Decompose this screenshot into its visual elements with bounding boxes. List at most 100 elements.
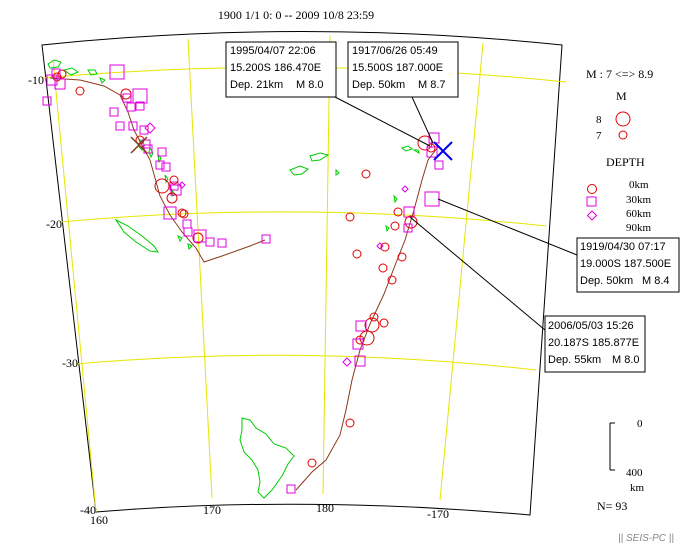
tonga-kermadec-trench <box>295 146 439 491</box>
earthquake-marker <box>166 192 178 204</box>
meridian-180 <box>322 35 331 495</box>
event-count: N= 93 <box>597 499 627 513</box>
earthquake-marker <box>307 458 317 468</box>
callout-magnitude: M 8.7 <box>418 79 446 91</box>
callout-date: 1995/04/07 22:06 <box>230 45 316 57</box>
new-caledonia <box>114 218 193 253</box>
earthquake-marker <box>378 263 388 273</box>
lat-label: -20 <box>46 217 62 231</box>
earthquake-marker <box>355 320 367 332</box>
earthquake-marker <box>426 146 438 158</box>
earthquake-marker <box>182 219 192 229</box>
earthquake-marker <box>177 208 187 218</box>
solomon-islands <box>47 59 106 84</box>
earthquake-marker <box>364 317 380 333</box>
depth-scale-bar <box>609 422 615 471</box>
earthquake-marker <box>376 242 384 250</box>
callout-leader <box>409 216 546 331</box>
earthquake-marker <box>352 338 364 350</box>
credit-label: || SEIS-PC || <box>618 533 674 544</box>
earthquake-marker <box>178 181 186 189</box>
earthquake-marker <box>193 229 207 243</box>
callout-coords: 19.000S 187.500E <box>580 258 671 270</box>
new-zealand <box>239 417 295 499</box>
earthquake-marker <box>403 206 415 218</box>
earthquake-marker <box>155 160 165 170</box>
callout-depth: Dep. 50km <box>580 275 633 287</box>
depth-symbol-diamond <box>586 210 598 221</box>
depth-scale-bottom: 400 <box>626 467 643 479</box>
callout-box <box>347 41 459 98</box>
callout-1995: 1995/04/07 22:06 15.200S 186.470E Dep. 2… <box>225 41 337 98</box>
magnitude-label-8: 8 <box>596 114 602 126</box>
lon-label: -170 <box>427 507 449 521</box>
earthquake-marker <box>132 88 148 104</box>
earthquake-marker <box>352 249 362 259</box>
earthquake-marker <box>359 330 375 346</box>
vanuatu <box>138 138 176 197</box>
callout-coords: 15.500S 187.000E <box>352 62 443 74</box>
earthquake-marker <box>126 102 136 112</box>
callout-date: 1917/06/26 05:49 <box>352 45 438 57</box>
trenches <box>49 77 439 491</box>
earthquake-marker <box>380 242 390 252</box>
magnitude-label-7: 7 <box>596 130 602 142</box>
earthquake-marker <box>361 169 371 179</box>
depth-label: 0km <box>629 179 649 191</box>
callout-coords: 15.200S 186.470E <box>230 62 321 74</box>
lon-label: 160 <box>90 513 108 527</box>
earthquake-marker <box>42 96 52 106</box>
lon-label: 170 <box>203 503 221 517</box>
callout-depth: Dep. 21km <box>230 79 283 91</box>
callout-date: 2006/05/03 15:26 <box>548 320 634 332</box>
earthquake-marker <box>286 484 296 494</box>
earthquake-marker <box>379 318 389 328</box>
earthquake-marker <box>122 93 132 103</box>
lon-labels: 160 170 180 -170 <box>90 501 449 527</box>
earthquake-marker <box>397 252 407 262</box>
depth-label: 30km <box>626 194 652 206</box>
callout-depth: Dep. 50km <box>352 79 405 91</box>
depth-symbol-square <box>586 196 597 207</box>
meridian-160 <box>52 59 97 513</box>
callout-magnitude: M 8.0 <box>296 79 324 91</box>
callout-depth: Dep. 55km <box>548 354 601 366</box>
earthquake-marker <box>109 64 125 80</box>
earthquake-marker <box>57 69 67 79</box>
earthquake-marker <box>169 175 179 185</box>
magnitude-heading: M <box>616 89 627 103</box>
earthquake-marker <box>345 418 355 428</box>
graticule <box>41 35 567 513</box>
earthquake-marker <box>401 185 409 193</box>
callout-date: 1919/04/30 07:17 <box>580 241 666 253</box>
earthquake-marker <box>183 227 193 237</box>
depth-label: 60km <box>626 208 652 220</box>
callout-leader <box>334 96 431 147</box>
lat-labels: -10 -20 -30 -40 <box>28 73 96 517</box>
depth-label: 90km <box>626 222 652 234</box>
tonga <box>385 194 398 233</box>
earthquake-marker <box>139 125 149 135</box>
callout-2006: 2006/05/03 15:26 20.187S 185.877E Dep. 5… <box>544 315 646 373</box>
map-title: 1900 1/1 0: 0 -- 2009 10/8 23:59 <box>218 8 374 22</box>
magnitude-symbol-7 <box>618 130 628 140</box>
earthquake-marker <box>261 234 271 244</box>
earthquake-marker <box>161 162 171 172</box>
earthquake-marker <box>54 78 66 90</box>
earthquake-marker <box>128 121 138 131</box>
earthquake-marker <box>75 86 85 96</box>
earthquake-marker <box>115 121 125 131</box>
earthquake-marker <box>342 357 352 367</box>
depth-scale-top: 0 <box>637 418 643 430</box>
fiji <box>289 152 340 176</box>
depth-heading: DEPTH <box>606 155 645 169</box>
meridian-170 <box>187 38 213 499</box>
depth-symbol-circle <box>587 184 597 194</box>
callout-leader <box>437 198 578 256</box>
callout-magnitude: M 8.4 <box>642 275 670 287</box>
earthquake-marker <box>135 101 145 111</box>
land-masses <box>47 59 420 499</box>
parallel-20 <box>59 211 547 227</box>
parallel-30 <box>75 354 537 371</box>
callout-1919: 1919/04/30 07:17 19.000S 187.500E Dep. 5… <box>576 237 680 293</box>
